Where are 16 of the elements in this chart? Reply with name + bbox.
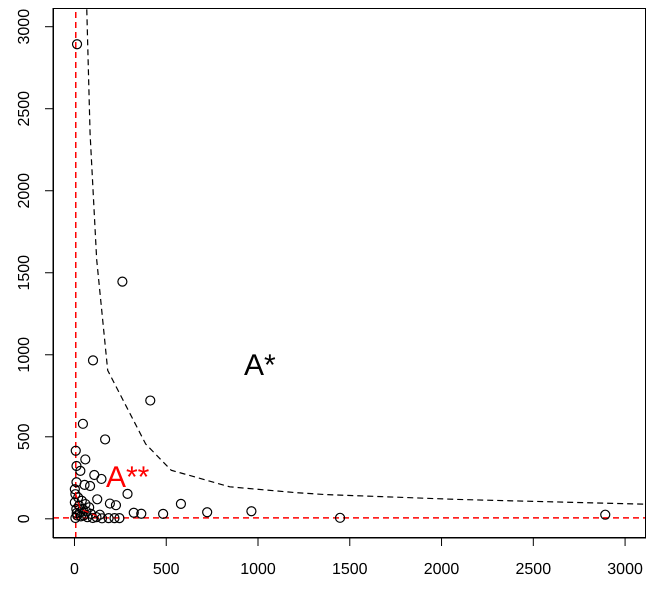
y-tick-label: 0 — [16, 514, 33, 524]
x-tick-label: 500 — [152, 561, 180, 578]
y-tick-label: 1000 — [16, 336, 33, 373]
y-tick-label: 1500 — [16, 254, 33, 291]
x-tick-label: 0 — [70, 561, 80, 578]
y-tick-label: 500 — [16, 423, 33, 450]
x-tick-label: 1000 — [240, 561, 276, 578]
y-tick-label: 2000 — [16, 172, 33, 209]
x-tick-label: 2000 — [424, 561, 460, 578]
y-tick-label: 3000 — [16, 8, 33, 44]
x-tick-label: 3000 — [607, 561, 643, 578]
y-tick-label: 2500 — [16, 90, 33, 127]
x-tick-label: 2500 — [516, 561, 552, 578]
x-tick-label: 1500 — [332, 561, 368, 578]
annotation: A* — [244, 349, 276, 382]
annotation: A** — [106, 461, 150, 494]
